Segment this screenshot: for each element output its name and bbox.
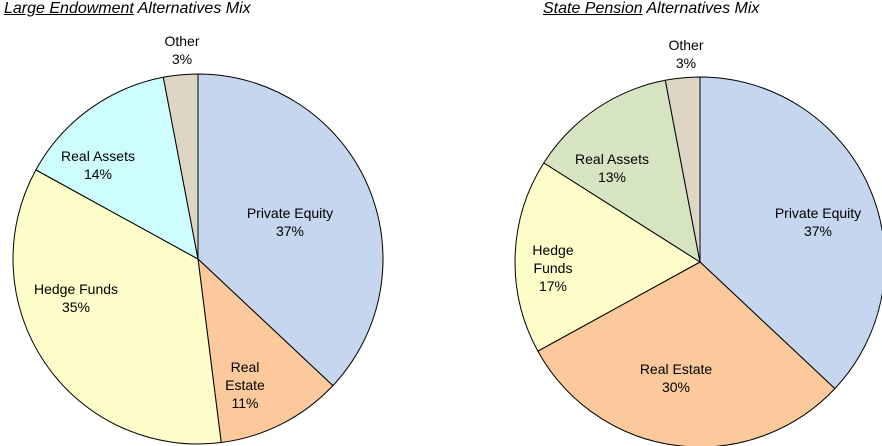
- slice-label: Other 3%: [661, 36, 711, 72]
- slice-value: 37%: [803, 223, 833, 239]
- slice-label: Real Assets 14%: [48, 147, 148, 183]
- slice-label: Real Assets 13%: [562, 150, 662, 186]
- slice-name: Private Equity: [246, 205, 334, 221]
- chart-title: Large Endowment Alternatives Mix: [4, 0, 251, 18]
- slice-value: 3%: [675, 55, 697, 71]
- pie-slice: [664, 76, 701, 263]
- slice-value: 11%: [231, 395, 259, 411]
- slice-name: Hedge Funds: [33, 281, 119, 297]
- pie-slice: [543, 79, 701, 264]
- slice-label: Real Estate 11%: [220, 358, 270, 412]
- slice-name: Real Assets: [575, 151, 649, 167]
- pie-slice: [197, 73, 384, 387]
- title-rest: Alternatives Mix: [646, 0, 760, 17]
- pie-slice: [12, 169, 222, 445]
- pie-slice: [162, 73, 199, 260]
- slice-name: Private Equity: [774, 205, 862, 221]
- slice-label: Hedge Funds 17%: [528, 241, 578, 295]
- slice-label: Other 3%: [157, 32, 207, 68]
- slice-value: 17%: [538, 278, 568, 294]
- slice-label: Hedge Funds 35%: [16, 280, 136, 316]
- slice-value: 37%: [275, 223, 305, 239]
- slice-label: Private Equity 37%: [225, 204, 355, 240]
- chart-title: State Pension Alternatives Mix: [543, 0, 759, 18]
- pie-slice: [699, 76, 882, 390]
- slice-name: Real Estate: [639, 361, 713, 377]
- slice-value: 3%: [171, 51, 193, 67]
- slice-name: Other: [164, 33, 200, 49]
- slice-value: 14%: [83, 166, 113, 182]
- slice-label: Private Equity 37%: [753, 204, 882, 240]
- slice-name: Hedge Funds: [532, 242, 574, 276]
- title-rest: Alternatives Mix: [137, 0, 251, 17]
- slice-name: Real Estate: [225, 359, 265, 393]
- slice-name: Real Assets: [61, 148, 135, 164]
- slice-label: Real Estate 30%: [616, 360, 736, 396]
- pie-slice: [197, 257, 334, 444]
- pie-slice: [35, 76, 199, 260]
- title-underlined: State Pension: [543, 0, 643, 17]
- pie-slice: [537, 261, 836, 446]
- pie-slice: [514, 162, 701, 352]
- slice-value: 30%: [661, 379, 691, 395]
- slice-name: Other: [668, 37, 704, 53]
- slice-value: 13%: [597, 169, 627, 185]
- title-underlined: Large Endowment: [4, 0, 134, 17]
- slice-value: 35%: [61, 299, 91, 315]
